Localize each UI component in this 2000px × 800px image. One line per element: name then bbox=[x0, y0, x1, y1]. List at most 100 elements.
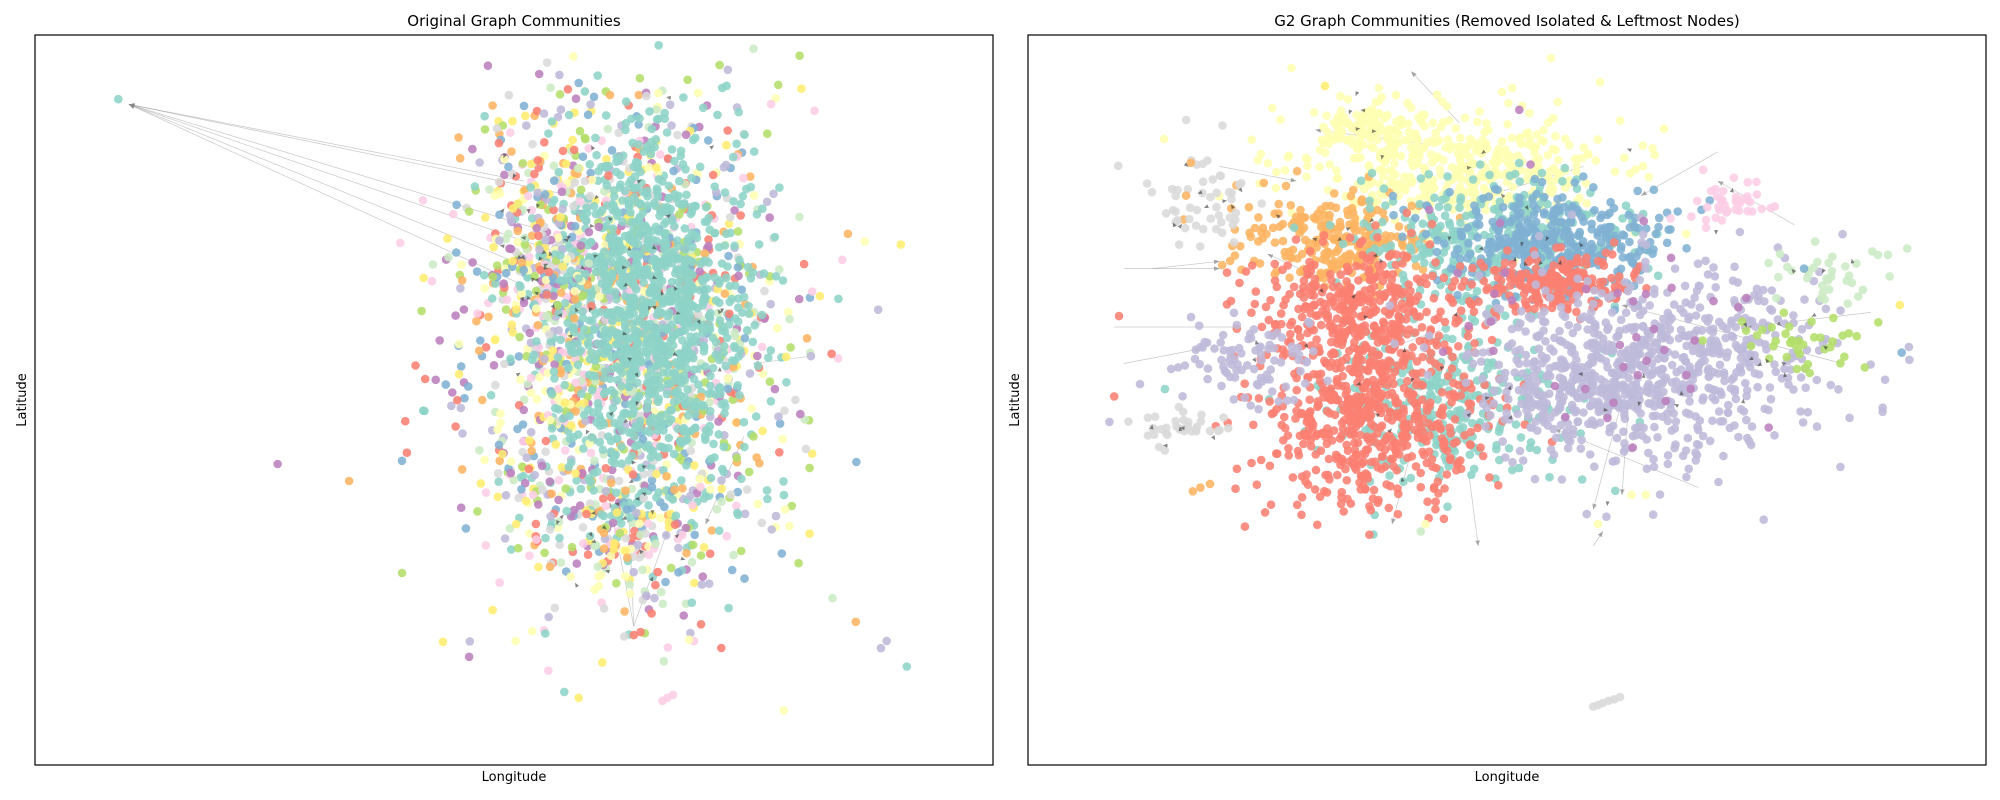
node-point bbox=[775, 448, 784, 457]
node-point bbox=[746, 274, 756, 283]
node-point bbox=[495, 236, 504, 245]
node-point bbox=[1497, 87, 1507, 97]
node-point bbox=[1510, 169, 1520, 179]
left-points bbox=[114, 35, 912, 715]
node-point bbox=[1530, 143, 1539, 153]
node-point bbox=[785, 314, 794, 324]
node-point bbox=[723, 126, 732, 135]
node-point bbox=[1634, 247, 1644, 256]
node-point bbox=[1576, 429, 1585, 438]
node-point bbox=[564, 110, 574, 120]
node-point bbox=[1446, 264, 1456, 273]
node-point bbox=[531, 519, 541, 529]
node-point bbox=[720, 289, 730, 298]
node-point bbox=[876, 643, 886, 653]
node-point bbox=[558, 262, 568, 271]
node-point bbox=[1397, 369, 1407, 378]
edge-arrowhead bbox=[622, 265, 627, 270]
node-point bbox=[785, 521, 794, 531]
node-point bbox=[549, 161, 559, 170]
node-point bbox=[530, 169, 539, 179]
node-point bbox=[636, 627, 645, 637]
node-point bbox=[705, 225, 714, 234]
node-point bbox=[1429, 184, 1438, 194]
node-point bbox=[556, 558, 566, 567]
node-point bbox=[578, 152, 588, 161]
node-point bbox=[635, 302, 644, 312]
node-point bbox=[649, 198, 659, 208]
node-point bbox=[1587, 225, 1596, 234]
node-point bbox=[526, 388, 536, 398]
node-point bbox=[506, 545, 516, 554]
node-point bbox=[680, 224, 690, 233]
node-point bbox=[624, 382, 634, 391]
node-point bbox=[1625, 237, 1634, 247]
node-point bbox=[480, 455, 489, 465]
node-point bbox=[629, 630, 639, 640]
node-point bbox=[643, 398, 653, 407]
node-point bbox=[693, 88, 703, 98]
node-point bbox=[609, 186, 619, 195]
node-point bbox=[1350, 214, 1360, 223]
node-point bbox=[536, 200, 545, 209]
node-point bbox=[584, 341, 594, 350]
node-point bbox=[533, 188, 542, 197]
node-point bbox=[547, 389, 557, 399]
edge-arrowhead bbox=[574, 307, 579, 313]
node-point bbox=[599, 349, 609, 359]
node-point bbox=[1560, 134, 1570, 144]
node-point bbox=[647, 482, 657, 492]
node-point bbox=[1433, 236, 1442, 245]
node-point bbox=[549, 291, 558, 301]
node-point bbox=[681, 130, 691, 139]
node-point bbox=[851, 617, 861, 627]
node-point bbox=[537, 461, 547, 471]
node-point bbox=[1398, 232, 1407, 241]
node-point bbox=[635, 519, 644, 528]
node-point bbox=[1394, 222, 1404, 231]
node-point bbox=[1382, 145, 1392, 154]
node-point bbox=[1421, 192, 1431, 201]
node-point bbox=[740, 130, 749, 139]
node-point bbox=[1341, 251, 1350, 261]
node-point bbox=[600, 240, 610, 249]
node-point bbox=[766, 299, 775, 309]
node-point bbox=[609, 389, 619, 398]
node-point bbox=[725, 309, 734, 319]
node-point bbox=[505, 128, 515, 137]
node-point bbox=[1455, 408, 1465, 418]
node-point bbox=[461, 524, 471, 533]
node-point bbox=[687, 173, 696, 183]
node-point bbox=[1357, 114, 1366, 124]
node-point bbox=[771, 94, 780, 103]
node-point bbox=[652, 184, 662, 193]
node-point bbox=[659, 656, 669, 666]
node-point bbox=[625, 304, 635, 313]
node-point bbox=[621, 342, 631, 351]
node-point bbox=[591, 133, 600, 143]
node-point bbox=[1654, 222, 1663, 232]
node-point bbox=[612, 152, 621, 162]
node-point bbox=[420, 406, 429, 416]
node-point bbox=[706, 473, 716, 483]
edge-arrowhead bbox=[660, 290, 665, 296]
node-point bbox=[734, 352, 743, 361]
node-point bbox=[1465, 167, 1474, 176]
node-point bbox=[633, 163, 643, 173]
node-point bbox=[532, 394, 542, 404]
node-point bbox=[583, 110, 593, 120]
node-point bbox=[561, 484, 570, 493]
node-point bbox=[1596, 238, 1606, 247]
node-point bbox=[1236, 241, 1245, 251]
node-point bbox=[652, 115, 662, 124]
edge-arrowhead bbox=[520, 236, 526, 241]
node-point bbox=[545, 330, 554, 339]
node-point bbox=[734, 303, 743, 312]
node-point bbox=[576, 241, 586, 250]
node-point bbox=[495, 456, 505, 466]
node-point bbox=[763, 494, 772, 504]
node-point bbox=[1419, 143, 1429, 153]
node-point bbox=[454, 370, 464, 379]
node-point bbox=[636, 530, 645, 539]
node-point bbox=[1331, 203, 1341, 212]
